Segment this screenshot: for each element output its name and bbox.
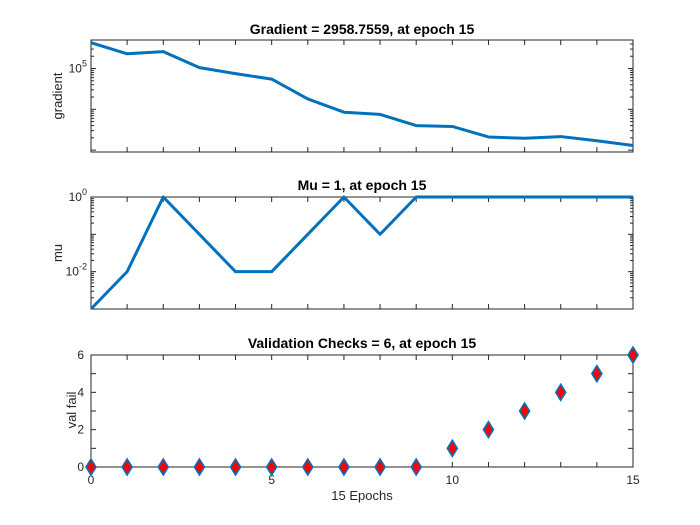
val-fail-marker: [482, 420, 495, 440]
val-fail-marker: [121, 457, 134, 477]
series-line: [90, 41, 634, 147]
val-fail-marker: [410, 457, 423, 477]
val-fail-marker: [265, 457, 278, 477]
y-tick-label: 100: [69, 187, 87, 204]
val-fail-marker: [301, 457, 314, 477]
val-fail-marker: [446, 438, 459, 458]
val-fail-marker: [590, 364, 603, 384]
val-fail-marker: [374, 457, 387, 477]
val-fail-marker: [337, 457, 350, 477]
gradient-series: [90, 41, 634, 147]
mu-title: Mu = 1, at epoch 15: [298, 177, 427, 193]
val-fail-marker: [229, 457, 242, 477]
val-fail-marker: [554, 382, 567, 402]
mu-series: [89, 195, 633, 311]
axes-box: [90, 196, 634, 310]
y-tick-label: 10-2: [66, 262, 87, 279]
val-fail-tick-labels: 0 2 4 6 0 5 10 15: [77, 348, 640, 487]
series-line: [89, 195, 633, 311]
val-fail-marker: [627, 345, 639, 365]
val-fail-ylabel: val fail: [64, 391, 79, 428]
gradient-axes: [90, 39, 634, 153]
x-tick-label: 10: [446, 473, 460, 487]
gradient-panel: Gradient = 2958.7559, at epoch 15 gradie…: [50, 21, 634, 153]
x-tick-label: 15: [626, 473, 640, 487]
val-fail-marker: [518, 401, 531, 421]
mu-ytick-labels: 100 10-2: [66, 187, 87, 279]
x-tick-label: 5: [268, 473, 275, 487]
val-fail-marker: [193, 457, 206, 477]
val-fail-panel: Validation Checks = 6, at epoch 15 val f…: [64, 335, 640, 503]
axes-box: [90, 39, 634, 153]
mu-ylabel: mu: [50, 244, 65, 262]
y-tick-label: 6: [77, 348, 84, 362]
y-tick-label: 2: [77, 423, 84, 437]
y-tick-label: 105: [69, 59, 87, 76]
val-fail-marker: [85, 457, 97, 477]
gradient-title: Gradient = 2958.7559, at epoch 15: [250, 21, 475, 37]
y-tick-label: 4: [77, 385, 84, 399]
gradient-ytick-labels: 105: [69, 59, 87, 76]
y-tick-label: 0: [77, 460, 84, 474]
x-tick-label: 0: [88, 473, 95, 487]
gradient-ylabel: gradient: [50, 72, 65, 119]
val-fail-marker: [157, 457, 170, 477]
epochs-xlabel: 15 Epochs: [331, 488, 393, 503]
val-fail-markers: [85, 345, 639, 477]
val-fail-title: Validation Checks = 6, at epoch 15: [248, 335, 477, 351]
mu-panel: Mu = 1, at epoch 15 mu 100 10-2: [50, 177, 634, 311]
